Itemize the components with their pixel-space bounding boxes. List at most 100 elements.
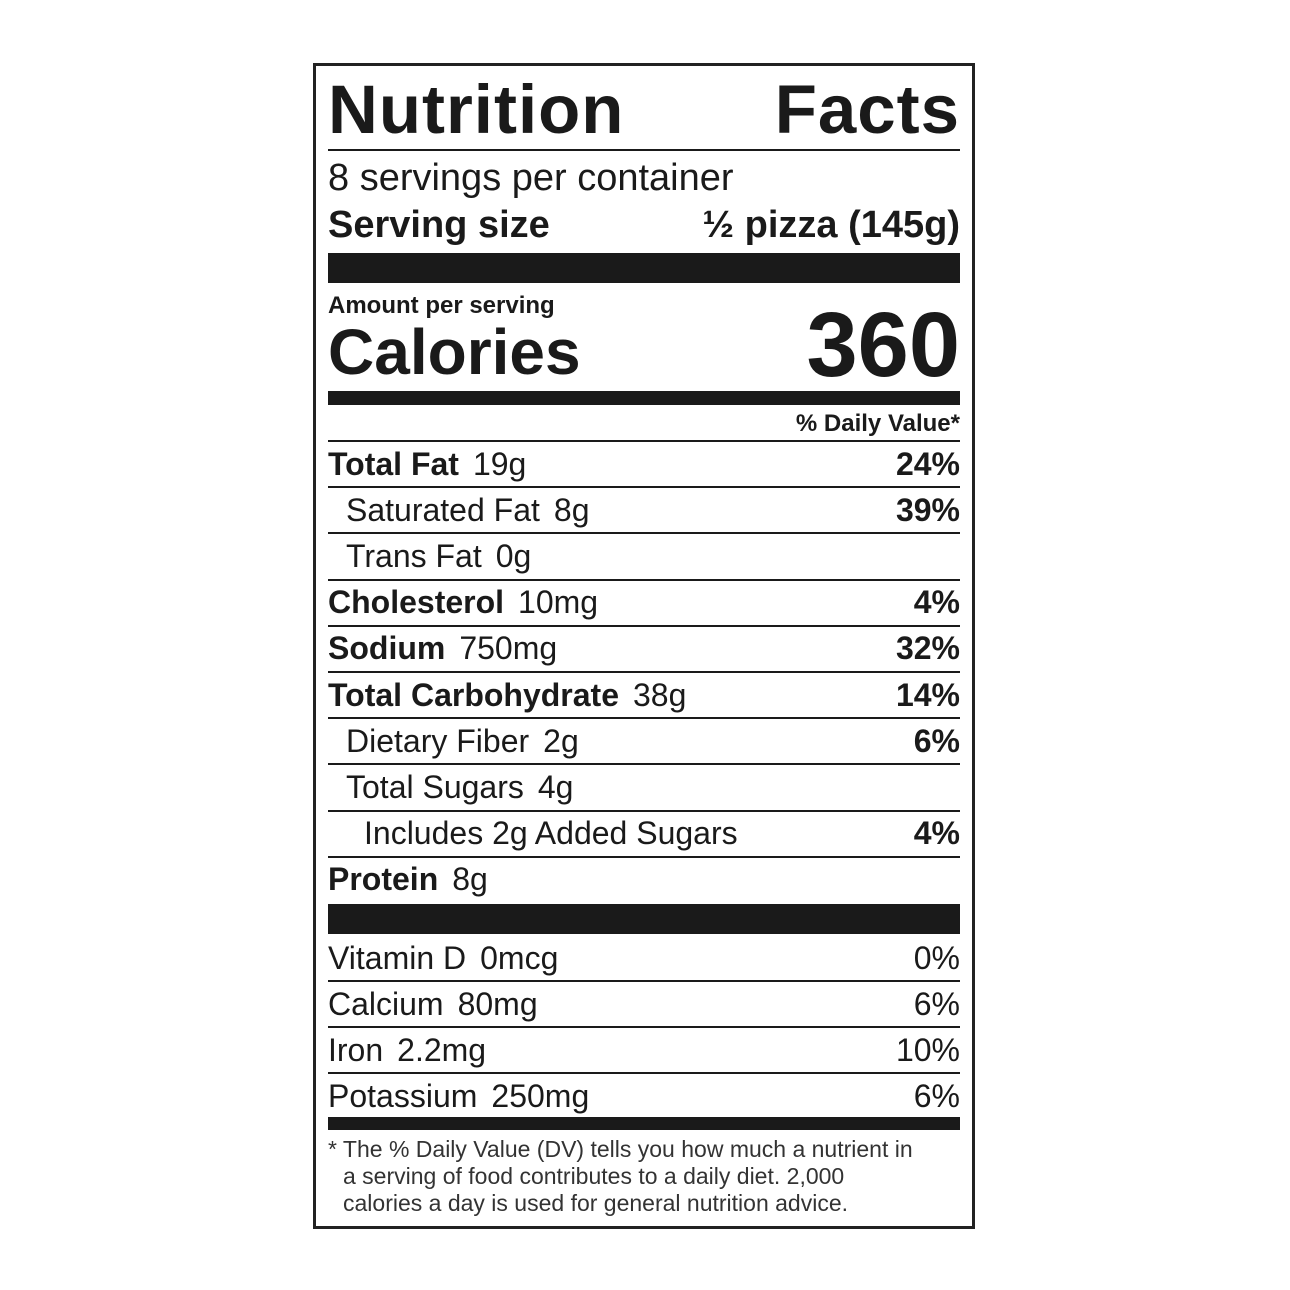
nutrient-row: Saturated Fat 8g 39% [328,487,960,533]
serving-size: Serving size ½ pizza (145g) [328,202,960,248]
nutrient-name: Sodium [328,630,446,667]
daily-value-percent: 39% [895,491,960,528]
nutrient-amount: 2g [543,722,579,759]
daily-value-percent: 14% [895,676,960,713]
nutrient-label: Cholesterol 10mg [328,584,598,621]
nutrient-amount: 2.2mg [397,1031,487,1068]
medium-bar [328,1117,960,1130]
divider [328,809,960,812]
divider [328,440,960,442]
daily-value-percent: 6% [913,1077,960,1114]
divider [328,578,960,581]
calories-row: Calories 360 [328,294,961,396]
nutrient-name: Vitamin D [328,939,467,976]
divider [328,149,960,151]
divider [328,671,960,673]
nutrient-row: Total Carbohydrate 38g 14% [328,672,960,718]
nutrient-label: Trans Fat 0g [328,538,531,575]
thick-bar [328,904,960,934]
footnote-line: calories a day is used for general nutri… [343,1190,849,1216]
daily-value-percent: 0% [913,939,960,976]
nutrient-label: Saturated Fat 8g [328,492,589,529]
title-word: Facts [774,71,960,148]
nutrient-name: Total Fat [328,445,459,482]
serving-size-value: ½ pizza (145g) [702,204,960,246]
nutrient-name: Total Sugars [346,768,524,805]
nutrient-name: Trans Fat [346,537,482,574]
nutrient-amount: 8g [553,491,590,528]
footnote-line: * The % Daily Value (DV) tells you how m… [328,1136,913,1162]
nutrient-row: Sodium 750mg 32% [328,626,960,672]
nutrient-name: Dietary Fiber [346,722,530,759]
nutrient-label: Includes 2g Added Sugars [328,815,752,852]
nutrient-name: Calcium [328,985,444,1022]
nutrition-facts-label: Nutrition Facts 8 servings per container… [313,63,975,1229]
nutrient-name: Cholesterol [328,584,505,621]
nutrient-amount: 0g [495,537,532,574]
nutrient-amount: 750mg [459,630,558,667]
label-title: Nutrition Facts [328,74,960,146]
nutrient-row: Protein 8g [328,857,960,903]
nutrient-label: Vitamin D 0mcg [328,940,558,977]
nutrient-name: Protein [328,861,439,898]
divider [328,1072,960,1074]
nutrient-row: Cholesterol 10mg 4% [328,580,960,626]
nutrient-label: Iron 2.2mg [328,1032,486,1069]
nutrient-row: Total Sugars 4g [328,764,960,810]
nutrient-label: Total Carbohydrate 38g [328,677,686,714]
divider [328,624,960,627]
nutrient-name: Iron [328,1031,384,1068]
divider [328,763,960,766]
nutrient-amount: 38g [633,676,687,713]
nutrient-label: Sodium 750mg [328,630,557,667]
footnote-line: a serving of food contributes to a daily… [343,1163,845,1189]
daily-value-percent: 4% [913,815,960,852]
amount-per-serving: Amount per serving [328,292,555,319]
divider [328,980,960,982]
divider [328,717,960,720]
nutrient-name: Includes 2g Added Sugars [364,815,738,852]
nutrient-amount: 80mg [457,985,538,1022]
nutrient-row: Dietary Fiber 2g 6% [328,718,960,764]
medium-bar [328,391,960,405]
nutrient-amount: 19g [472,445,527,482]
nutrient-name: Saturated Fat [346,491,540,528]
servings-per-container: 8 servings per container [328,157,734,199]
title-word: Nutrition [328,71,625,148]
footnote: * The % Daily Value (DV) tells you how m… [328,1136,960,1217]
nutrient-label: Calcium 80mg [328,986,538,1023]
daily-value-percent: 32% [895,630,960,667]
nutrient-row: Vitamin D 0mcg 0% [328,935,960,981]
nutrient-amount: 0mcg [480,939,559,976]
nutrient-amount: 4g [537,768,574,805]
nutrient-row: Potassium 250mg 6% [328,1073,960,1119]
nutrient-row: Trans Fat 0g [328,533,960,579]
divider [328,486,960,489]
nutrient-name: Potassium [328,1077,478,1114]
daily-value-percent: 24% [895,445,960,482]
nutrient-row: Total Fat 19g 24% [328,441,960,487]
nutrient-row: Iron 2.2mg 10% [328,1027,960,1073]
calories-value: 360 [806,294,961,396]
daily-value-percent: 6% [913,722,960,759]
serving-size-label: Serving size [328,204,550,246]
divider [328,1026,960,1028]
daily-value-header: % Daily Value* [795,410,960,437]
daily-value-percent: 6% [913,985,960,1022]
nutrient-label: Total Sugars 4g [328,769,573,806]
divider [328,532,960,535]
nutrient-label: Total Fat 19g [328,446,526,483]
daily-value-percent: 10% [895,1031,960,1068]
nutrient-amount: 250mg [491,1077,590,1114]
nutrient-amount: 10mg [518,584,599,621]
nutrient-name: Total Carbohydrate [328,676,619,713]
nutrient-label: Dietary Fiber 2g [328,723,579,760]
daily-value-percent: 4% [913,584,960,621]
nutrient-label: Potassium 250mg [328,1078,589,1115]
nutrient-label: Protein 8g [328,861,488,898]
calories-label: Calories [328,316,581,388]
divider [328,855,960,858]
nutrient-row: Calcium 80mg 6% [328,981,960,1027]
nutrient-row: Includes 2g Added Sugars 4% [328,811,960,857]
thick-bar [328,253,960,283]
